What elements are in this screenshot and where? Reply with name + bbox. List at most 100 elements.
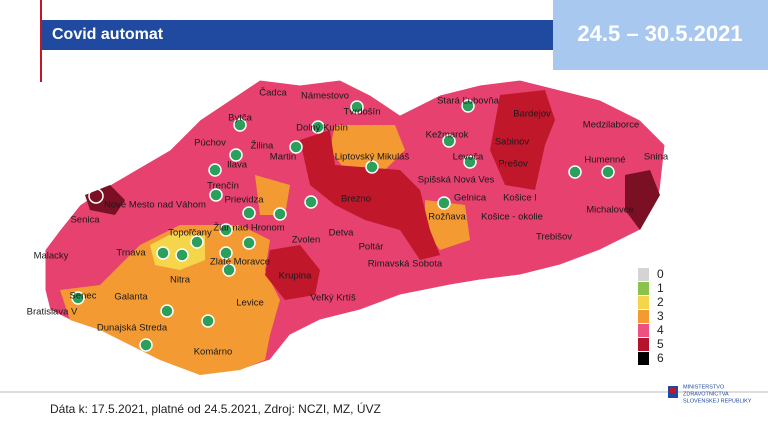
legend-label: 1	[657, 281, 664, 295]
district-label: Rimavská Sobota	[368, 259, 443, 270]
district-label: Veľký Krtíš	[310, 293, 356, 304]
district-label: Liptovský Mikuláš	[335, 152, 410, 163]
marker-dot	[442, 134, 456, 148]
region-orange	[255, 175, 290, 215]
district-label: Levice	[236, 298, 263, 309]
district-label: Galanta	[114, 292, 148, 303]
region-orange	[60, 225, 280, 375]
district-label: Trnava	[116, 248, 146, 259]
region-orange	[330, 125, 405, 170]
marker-dot	[156, 246, 170, 260]
district-label: Senec	[70, 291, 97, 302]
marker-dot	[350, 100, 364, 114]
district-label: Prešov	[498, 159, 528, 170]
district-label: Zvolen	[292, 235, 321, 246]
district-label: Púchov	[194, 138, 226, 149]
legend-label: 3	[657, 309, 664, 323]
region-red	[300, 130, 440, 260]
marker-dot	[437, 196, 451, 210]
district-label: Malacky	[34, 251, 69, 262]
legend-swatch	[638, 324, 649, 337]
marker-dot	[219, 246, 233, 260]
district-label: Tvrdošín	[344, 107, 381, 118]
district-label: Bratislava V	[27, 307, 78, 318]
region-maroon	[85, 185, 125, 215]
marker-dot	[201, 314, 215, 328]
logo-cross	[670, 388, 676, 393]
legend-label: 2	[657, 295, 664, 309]
district-label: Medzilaborce	[583, 120, 640, 131]
marker-dot	[71, 291, 85, 305]
marker-dot	[175, 248, 189, 262]
district-label: Dolný Kubín	[296, 123, 348, 134]
district-label: Senica	[70, 215, 100, 226]
date-range: 24.5 – 30.5.2021	[577, 21, 742, 46]
marker-dot	[289, 140, 303, 154]
marker-dot	[461, 99, 475, 113]
legend-swatch	[638, 352, 649, 365]
district-label: Nové Mesto nad Váhom	[104, 200, 206, 211]
logo-text: ZDRAVOTNÍCTVA	[683, 390, 729, 397]
marker-dot	[222, 263, 236, 277]
district-label: Košice I	[503, 193, 537, 204]
district-label: Detva	[329, 228, 355, 239]
marker-dot	[208, 163, 222, 177]
marker-dot	[463, 155, 477, 169]
district-label: Ilava	[227, 160, 248, 171]
marker-dot	[160, 304, 174, 318]
region-red	[490, 90, 555, 190]
district-label: Stará Ľubovňa	[437, 96, 500, 107]
legend-swatch	[638, 282, 649, 295]
marker-ring	[88, 188, 104, 204]
marker-dot	[219, 223, 233, 237]
marker-dot	[304, 195, 318, 209]
district-label: Rožňava	[428, 212, 466, 223]
district-label: Sabinov	[495, 137, 530, 148]
marker-dot	[365, 160, 379, 174]
district-label: Bardejov	[513, 109, 551, 120]
marker-dot	[229, 148, 243, 162]
district-label: Prievidza	[224, 195, 264, 206]
region-orange	[425, 200, 470, 250]
district-label: Trenčín	[207, 181, 239, 192]
district-label: Krupina	[279, 271, 312, 282]
legend-label: 6	[657, 351, 664, 365]
date-box	[553, 0, 768, 70]
district-label: Čadca	[259, 88, 287, 99]
district-label: Kežmarok	[426, 130, 469, 141]
title: Covid automat	[52, 26, 164, 43]
district-label: Levoča	[453, 152, 484, 163]
map: Čadca Námestovo Tvrdošín Bytča Dolný Kubín Pú…	[27, 79, 669, 376]
marker-dot	[311, 120, 325, 134]
district-label: Žiar nad Hronom	[213, 223, 284, 234]
footer-source: Dáta k: 17.5.2021, platné od 24.5.2021, …	[50, 401, 381, 416]
district-label: Brezno	[341, 194, 371, 205]
marker-dot	[242, 206, 256, 220]
legend-swatch	[638, 296, 649, 309]
logo-text: SLOVENSKEJ REPUBLIKY	[683, 398, 752, 404]
district-label: Gelnica	[454, 193, 487, 204]
legend-label: 5	[657, 337, 664, 351]
district-label: Nitra	[170, 275, 191, 286]
legend-swatch	[638, 268, 649, 281]
legend-label: 0	[657, 267, 664, 281]
district-label: Dunajská Streda	[97, 323, 168, 334]
legend-label: 4	[657, 323, 664, 337]
marker-dot	[233, 118, 247, 132]
district-label: Komárno	[194, 347, 233, 358]
district-label: Košice - okolie	[481, 212, 543, 223]
district-label: Topoľčany	[168, 228, 212, 239]
marker-dot	[601, 165, 615, 179]
district-label: Trebišov	[536, 232, 572, 243]
marker-dot	[568, 165, 582, 179]
district-label: Žilina	[251, 141, 274, 152]
district-label: Bytča	[228, 113, 252, 124]
region-red	[265, 245, 320, 300]
district-label: Poltár	[359, 242, 384, 253]
district-label: Snina	[644, 152, 669, 163]
marker-dot	[190, 235, 204, 249]
district-label: Humenné	[584, 155, 625, 166]
marker-dot	[139, 338, 153, 352]
logo-text: MINISTERSTVO	[683, 384, 725, 390]
